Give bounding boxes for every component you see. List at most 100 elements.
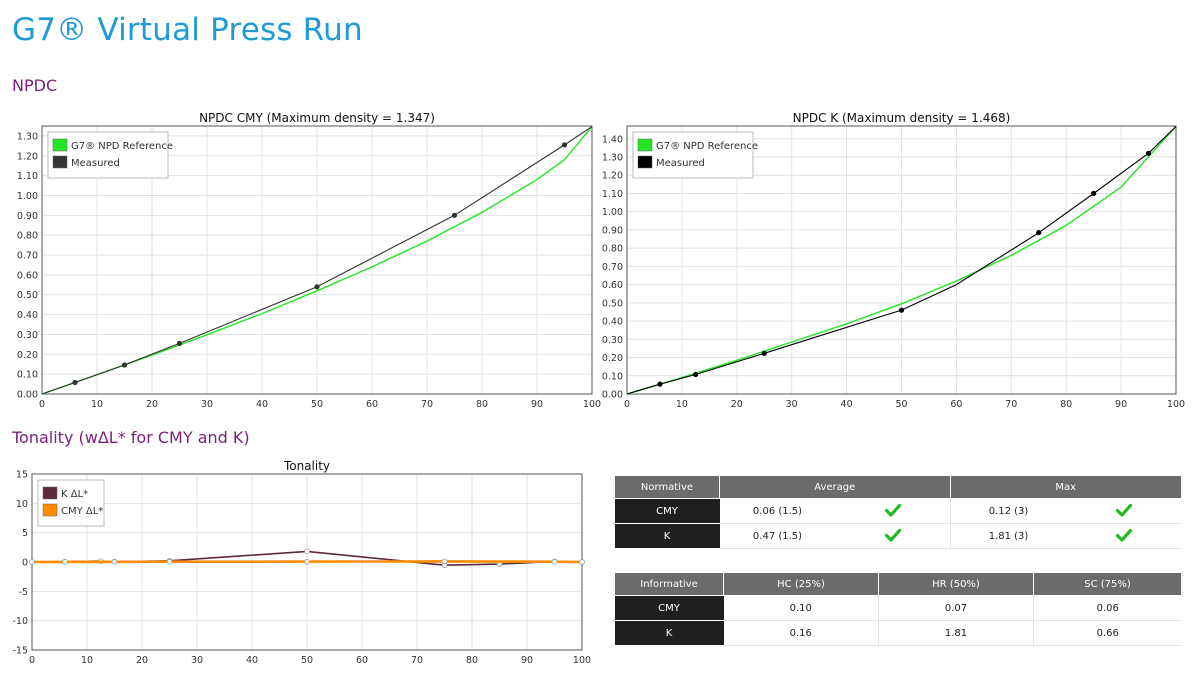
legend-label: CMY ΔL*	[61, 506, 103, 517]
cmy-sc-value: 0.06	[1033, 595, 1182, 621]
y-tick-label: 0.80	[602, 244, 623, 255]
x-tick-label: 60	[366, 399, 378, 410]
check-icon	[884, 528, 901, 542]
y-tick-label: 1.40	[602, 134, 623, 145]
normative-table: Normative Average Max CMY 0.06 (1.5) 0.1…	[614, 475, 1182, 549]
x-tick-label: 50	[301, 655, 313, 666]
y-tick-label: 0.90	[17, 211, 38, 222]
y-tick-label: 0	[22, 558, 28, 569]
legend-swatch	[52, 155, 68, 169]
y-tick-label: 0.40	[602, 317, 623, 328]
row-label-k: K	[614, 523, 720, 549]
chart-title: Tonality	[283, 459, 330, 473]
y-tick-label: 1.20	[602, 171, 623, 182]
x-tick-label: 40	[841, 399, 853, 410]
x-tick-label: 80	[466, 655, 478, 666]
y-tick-label: 5	[22, 528, 28, 539]
legend-label: G7® NPD Reference	[71, 141, 173, 152]
x-tick-label: 90	[531, 399, 543, 410]
data-point	[451, 212, 458, 218]
k-hc-value: 0.16	[723, 620, 879, 646]
table-row: K 0.16 1.81 0.66	[614, 620, 1182, 646]
y-tick-label: 0.50	[602, 298, 623, 309]
x-tick-label: 70	[1005, 399, 1017, 410]
data-point	[1091, 190, 1097, 197]
y-tick-label: 1.30	[602, 152, 623, 163]
legend-label: K ΔL*	[61, 489, 88, 500]
y-tick-label: 0.20	[602, 353, 623, 364]
y-tick-label: 1.30	[17, 131, 38, 142]
data-point	[176, 340, 183, 346]
y-tick-label: 1.10	[17, 171, 38, 182]
average-header: Average	[719, 475, 951, 499]
legend-swatch	[42, 486, 58, 500]
data-point	[166, 558, 173, 565]
x-tick-label: 90	[1115, 399, 1127, 410]
data-point	[761, 350, 767, 356]
legend-swatch	[42, 503, 58, 517]
plot-border	[41, 125, 593, 395]
cmy-average-status	[835, 498, 950, 524]
y-tick-label: 10	[16, 499, 28, 510]
x-tick-label: 50	[895, 399, 907, 410]
check-icon	[884, 503, 901, 517]
data-point	[561, 142, 568, 148]
data-point	[72, 379, 78, 386]
y-tick-label: 1.20	[17, 151, 38, 162]
x-tick-label: 10	[676, 399, 688, 410]
data-point	[29, 559, 35, 565]
informative-table: Informative HC (25%) HR (50%) SC (75%) C…	[614, 572, 1182, 646]
x-tick-label: 40	[246, 655, 258, 666]
data-point	[304, 548, 310, 555]
x-tick-label: 60	[356, 655, 368, 666]
legend-box	[632, 131, 754, 179]
x-tick-label: 100	[583, 399, 601, 410]
normative-header: Normative	[614, 475, 720, 499]
x-tick-label: 50	[311, 399, 323, 410]
x-tick-label: 70	[411, 655, 423, 666]
sc-header: SC (75%)	[1033, 572, 1182, 596]
series-line	[626, 125, 1177, 395]
data-point	[62, 559, 68, 565]
data-point	[898, 307, 905, 313]
y-tick-label: 0.60	[17, 270, 38, 281]
data-point	[314, 284, 320, 290]
data-point	[1036, 230, 1042, 236]
y-tick-label: 0.60	[602, 280, 623, 291]
x-tick-label: 10	[91, 399, 103, 410]
table-row: CMY 0.06 (1.5) 0.12 (3)	[614, 498, 1182, 524]
page-title: G7® Virtual Press Run	[12, 12, 363, 48]
x-tick-label: 10	[81, 655, 93, 666]
npdc-cmy-chart: NPDC CMY (Maximum density = 1.347) 0 10 20 3…	[17, 111, 601, 410]
legend-swatch	[637, 155, 653, 169]
cmy-hr-value: 0.07	[878, 595, 1034, 621]
legend-swatch	[52, 138, 68, 152]
x-tick-label: 100	[1167, 399, 1185, 410]
k-average-status	[835, 523, 950, 549]
informative-header-row: Informative HC (25%) HR (50%) SC (75%)	[614, 572, 1182, 596]
section-title-npdc: NPDC	[12, 76, 58, 95]
table-row: K 0.47 (1.5) 1.81 (3)	[614, 523, 1182, 549]
series-line	[41, 126, 593, 395]
y-tick-label: 1.00	[17, 191, 38, 202]
y-tick-label: -15	[12, 646, 28, 657]
informative-header: Informative	[614, 572, 724, 596]
x-tick-label: 0	[29, 655, 35, 666]
hc-header: HC (25%)	[723, 572, 879, 596]
x-tick-label: 20	[731, 399, 743, 410]
y-tick-label: 0.70	[602, 262, 623, 273]
x-tick-label: 80	[476, 399, 488, 410]
y-tick-label: 1.10	[602, 189, 623, 200]
section-title-tonality: Tonality (wΔL* for CMY and K)	[12, 428, 250, 447]
x-tick-label: 30	[201, 399, 213, 410]
x-tick-label: 70	[421, 399, 433, 410]
legend-label: Measured	[656, 158, 705, 169]
data-point	[551, 558, 558, 565]
hr-header: HR (50%)	[878, 572, 1034, 596]
y-tick-label: 0.70	[17, 251, 38, 262]
y-tick-label: 0.00	[17, 390, 38, 401]
data-point	[657, 381, 663, 387]
y-tick-label: 0.80	[17, 231, 38, 242]
y-tick-label: 15	[16, 470, 28, 481]
